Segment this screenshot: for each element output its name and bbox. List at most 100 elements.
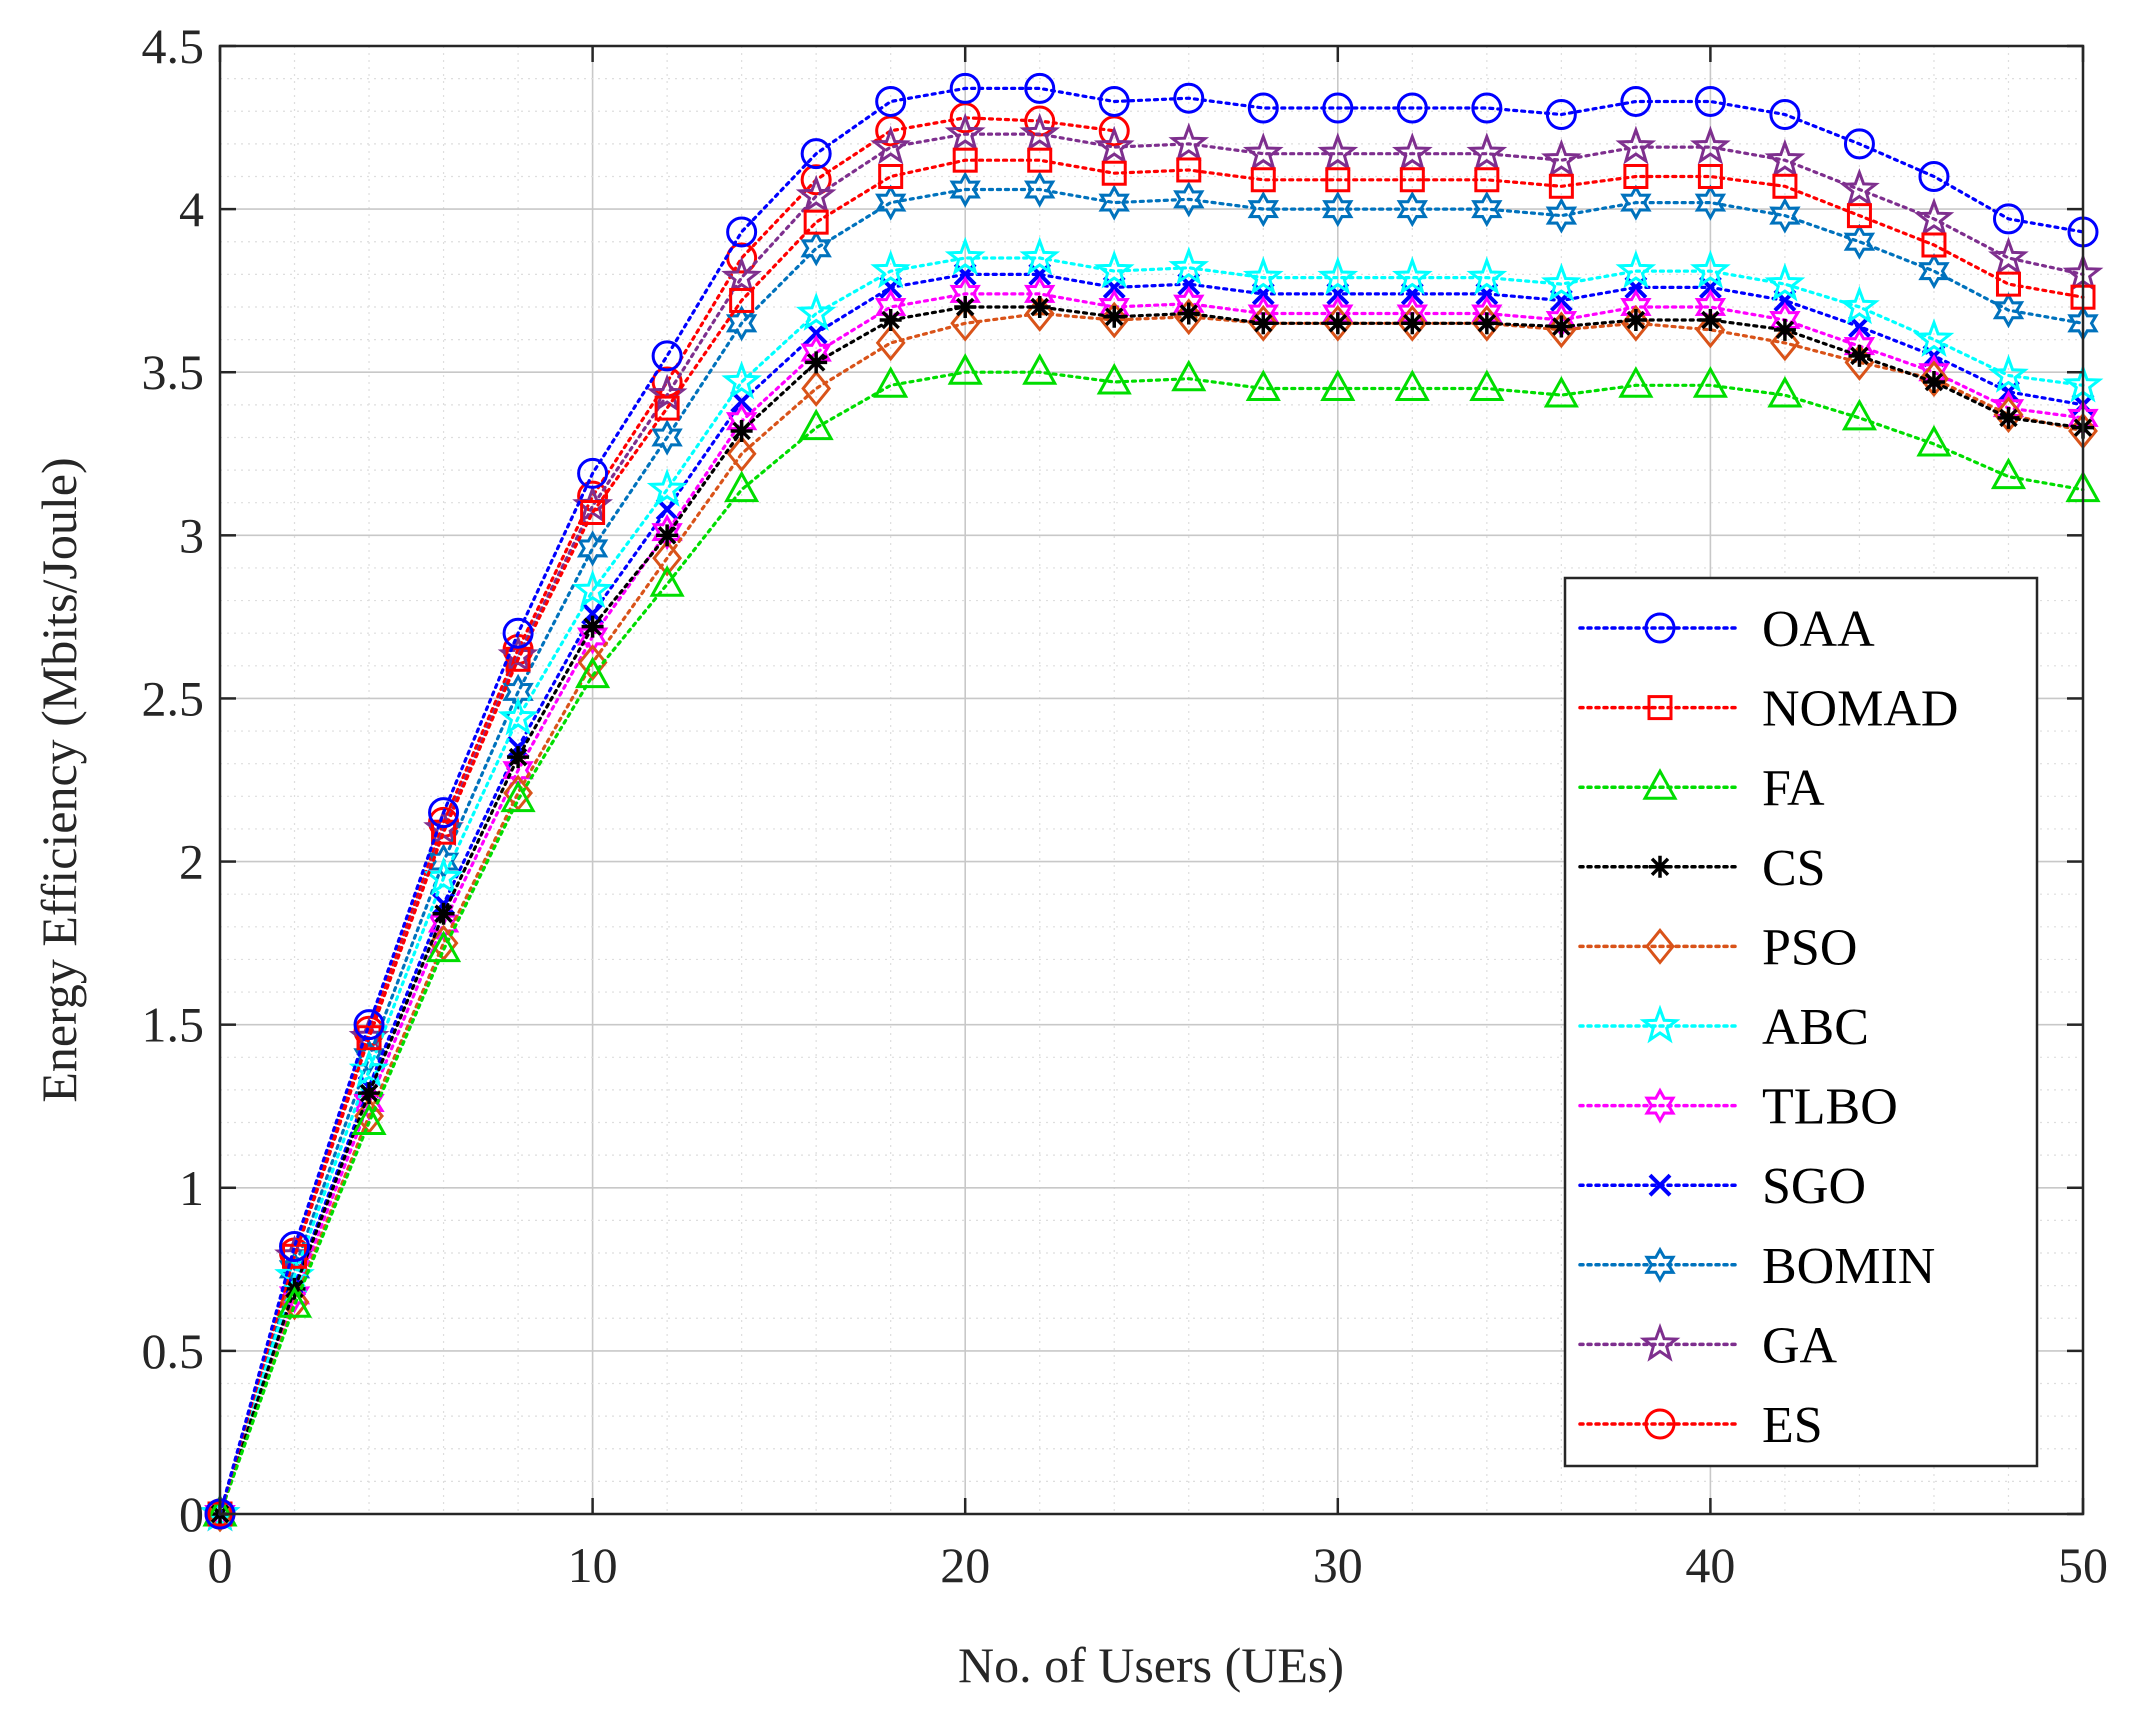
data-point-cs: [656, 524, 679, 547]
data-point-sgo: [1177, 272, 1201, 296]
data-point-pso: [726, 435, 757, 473]
data-point-nomad: [1250, 167, 1276, 193]
legend-label-ga: GA: [1762, 1317, 1838, 1374]
data-point-ga: [1168, 122, 1210, 162]
legend-label-pso: PSO: [1762, 919, 1857, 976]
data-point-fa: [947, 353, 983, 385]
y-tick-label: 3: [179, 507, 204, 563]
data-point-fa: [351, 1103, 387, 1136]
data-point-oaa: [1396, 92, 1428, 124]
y-tick-label: 1.5: [142, 997, 205, 1053]
data-point-cs: [1997, 406, 2020, 429]
data-point-ga: [944, 112, 986, 152]
data-point-sgo: [1326, 282, 1350, 306]
legend-marker-sgo: [1648, 1173, 1672, 1197]
data-point-fa: [1618, 366, 1654, 398]
data-point-abc: [348, 1048, 390, 1088]
legend-label-tlbo: TLBO: [1762, 1079, 1898, 1136]
data-point-fa: [1171, 359, 1207, 392]
data-point-nomad: [1325, 167, 1351, 193]
data-point-ga: [1392, 132, 1433, 171]
data-point-abc: [1764, 262, 1806, 302]
data-point-ga: [721, 256, 762, 295]
data-point-nomad: [356, 1025, 382, 1051]
data-point-oaa: [1024, 72, 1056, 104]
data-point-ga: [870, 125, 911, 165]
data-point-fa: [426, 930, 462, 963]
data-point-fa: [1692, 366, 1728, 398]
data-point-cs: [1848, 344, 1871, 367]
data-point-nomad: [1921, 232, 1947, 258]
data-point-bomin: [875, 184, 907, 221]
data-point-sgo: [1400, 282, 1424, 306]
data-point-nomad: [803, 209, 829, 235]
data-point-fa: [1394, 369, 1430, 402]
data-point-oaa: [949, 72, 981, 104]
data-point-ga: [1019, 112, 1061, 152]
data-point-abc: [646, 468, 688, 507]
y-tick-label: 1: [179, 1160, 204, 1216]
data-point-oaa: [1322, 92, 1354, 124]
legend-label-bomin: BOMIN: [1762, 1238, 1935, 1295]
y-tick-label: 4.5: [142, 18, 205, 74]
data-point-fa: [1916, 424, 1952, 457]
data-point-ga: [1839, 168, 1880, 207]
y-tick-label: 0: [179, 1486, 204, 1542]
data-point-pso: [205, 1495, 235, 1533]
data-point-cs: [1103, 305, 1126, 328]
data-point-sgo: [1549, 289, 1573, 312]
y-tick-label: 0.5: [142, 1323, 205, 1379]
series-fa: [202, 353, 2101, 1527]
data-point-pso: [1099, 301, 1130, 339]
series-line-tlbo: [218, 292, 2085, 1516]
data-point-oaa: [1769, 99, 1801, 131]
data-point-sgo: [1773, 289, 1797, 312]
data-point-bomin: [1471, 191, 1503, 228]
data-point-cs: [1550, 315, 1573, 338]
legend-item-tlbo: TLBO: [1578, 1079, 1898, 1136]
data-point-abc: [1019, 236, 1061, 276]
data-point-bomin: [1843, 223, 1876, 260]
data-point-abc: [870, 249, 911, 289]
series-line-bomin: [218, 187, 2085, 1516]
data-point-sgo: [1624, 275, 1648, 299]
data-point-bomin: [1173, 181, 1205, 218]
data-point-ga: [1093, 125, 1135, 165]
data-point-pso: [503, 774, 534, 812]
legend-item-fa: FA: [1578, 760, 1825, 817]
data-point-ga: [1913, 197, 1955, 237]
data-point-sgo: [1698, 275, 1722, 299]
series-line-oaa: [218, 86, 2085, 1516]
data-point-bomin: [1024, 171, 1056, 208]
data-point-cs: [1624, 309, 1647, 332]
data-point-ga: [1615, 125, 1657, 165]
data-point-ga: [1988, 236, 2029, 276]
x-tick-label: 50: [2058, 1537, 2108, 1593]
data-point-cs: [1028, 295, 1051, 318]
data-point-ga: [646, 373, 688, 413]
data-point-abc: [1615, 249, 1657, 289]
data-point-cs: [879, 309, 902, 332]
series-cs: [209, 295, 2094, 1525]
data-point-fa: [1469, 369, 1505, 402]
data-point-nomad: [580, 499, 606, 525]
data-point-fa: [1990, 457, 2027, 490]
data-point-cs: [358, 1082, 381, 1105]
legend-label-es: ES: [1762, 1397, 1823, 1454]
data-point-fa: [1096, 362, 1132, 395]
data-point-nomad: [1027, 147, 1053, 173]
legend-marker-cs: [1649, 855, 1671, 878]
data-point-abc: [497, 696, 539, 736]
data-point-nomad: [1548, 173, 1574, 199]
data-point-nomad: [1772, 173, 1798, 199]
data-point-abc: [1093, 249, 1135, 289]
legend-item-sgo: SGO: [1578, 1158, 1866, 1215]
data-point-cs: [805, 351, 828, 374]
data-point-cs: [1252, 312, 1275, 335]
data-point-cs: [954, 295, 977, 318]
series-line-sgo: [218, 272, 2085, 1516]
data-point-fa: [798, 408, 834, 441]
data-point-abc: [1839, 285, 1880, 325]
data-point-oaa: [428, 797, 460, 829]
